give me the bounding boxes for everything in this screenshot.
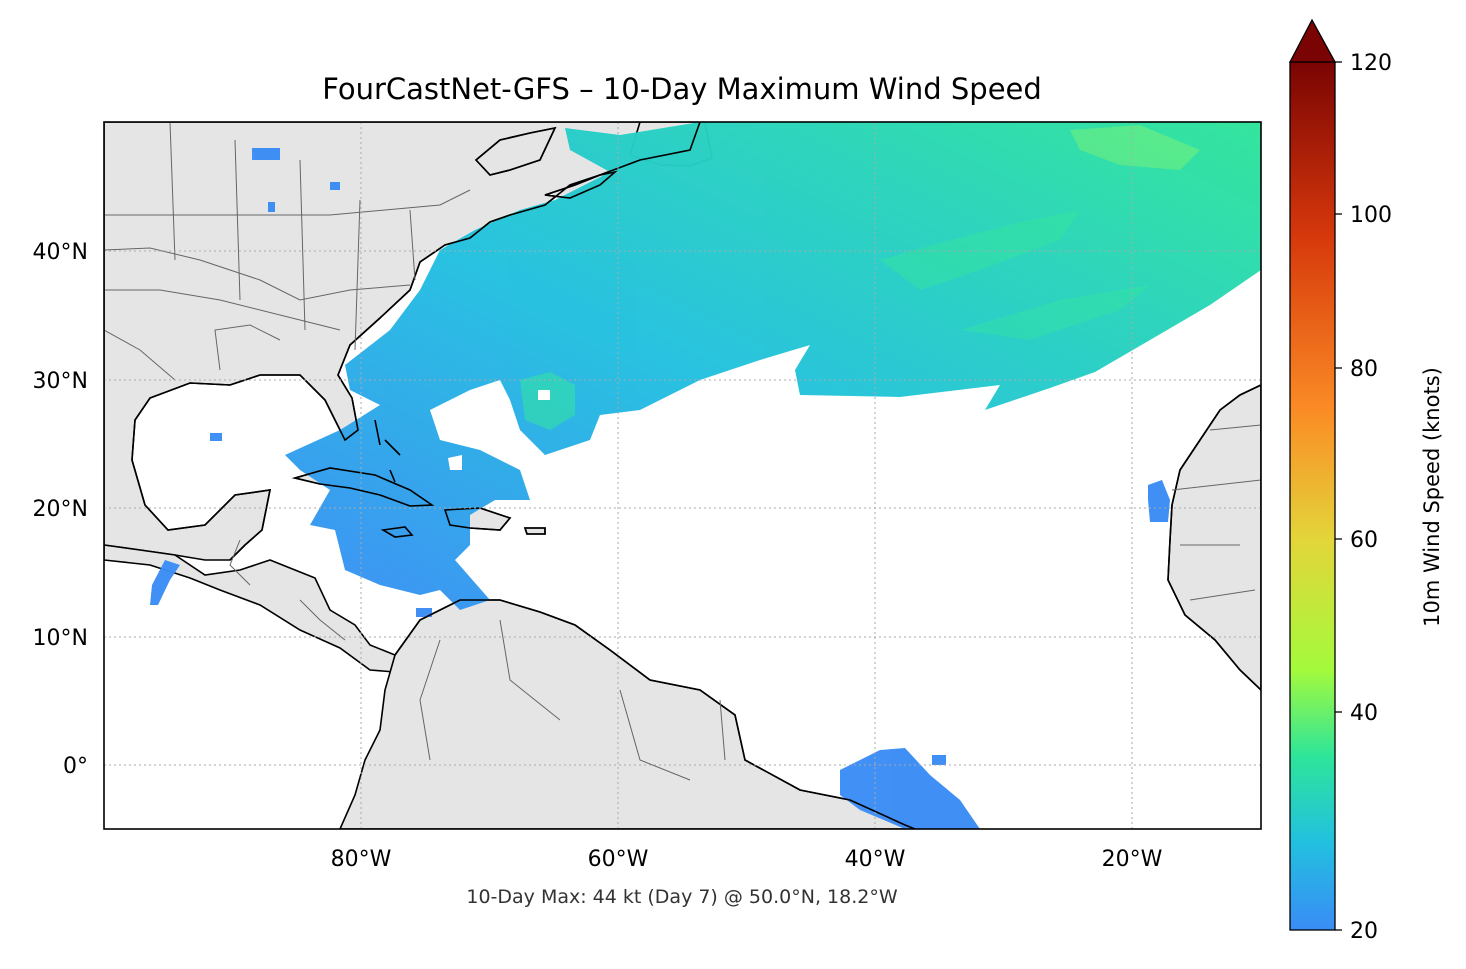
colorbar-tick-60: 60 xyxy=(1350,528,1378,553)
wind-patch-africa xyxy=(1148,480,1170,522)
map-frame xyxy=(103,121,1262,830)
max-wind-annotation: 10-Day Max: 44 kt (Day 7) @ 50.0°N, 18.2… xyxy=(466,886,897,908)
lon-tick-80w: 80°W xyxy=(331,847,392,872)
lat-tick-10n: 10°N xyxy=(33,626,88,651)
lat-tick-0: 0° xyxy=(63,754,88,779)
puerto-rico xyxy=(523,527,546,535)
colorbar-label: 10m Wind Speed (knots) xyxy=(1420,367,1444,627)
lon-tick-40w: 40°W xyxy=(845,847,906,872)
borders xyxy=(104,122,1261,781)
colorbar-tick-20: 20 xyxy=(1350,919,1378,944)
lon-tick-60w: 60°W xyxy=(588,847,649,872)
wind-patch-gulf xyxy=(210,433,222,441)
lat-tick-40n: 40°N xyxy=(33,240,88,265)
wind-hole-1 xyxy=(448,455,462,470)
lat-tick-20n: 20°N xyxy=(33,497,88,522)
colorbar-scale xyxy=(1289,61,1336,931)
colorbar: 20 40 60 80 100 120 10m Wind Speed (knot… xyxy=(1288,18,1444,944)
wind-main-swath xyxy=(285,122,1261,610)
colorbar-tick-100: 100 xyxy=(1350,203,1392,228)
wind-patch-pacific xyxy=(150,560,180,605)
lon-ticks: 80°W 60°W 40°W 20°W xyxy=(331,847,1163,872)
lon-tick-20w: 20°W xyxy=(1102,847,1163,872)
coastlines xyxy=(131,122,1261,829)
map-area xyxy=(104,122,1261,829)
wind-patch-small-4 xyxy=(932,755,946,765)
wind-patch-small-3 xyxy=(416,608,432,617)
lat-tick-30n: 30°N xyxy=(33,369,88,394)
wind-hotspot-northeast xyxy=(1070,125,1200,170)
wind-patch-small-1 xyxy=(330,182,340,190)
wind-field xyxy=(150,122,1261,829)
wind-hotspot-center xyxy=(520,372,575,430)
wind-patch-lake xyxy=(252,148,280,160)
wind-patch-small-2 xyxy=(268,202,275,212)
colorbar-tick-120: 120 xyxy=(1350,51,1392,76)
map-title: FourCastNet-GFS – 10-Day Maximum Wind Sp… xyxy=(322,72,1042,106)
colorbar-tick-80: 80 xyxy=(1350,357,1378,382)
lat-ticks: 40°N 30°N 20°N 10°N 0° xyxy=(33,240,88,779)
wind-streak-2 xyxy=(960,285,1150,340)
colorbar-extend-arrow xyxy=(1288,18,1337,63)
wind-hole-2 xyxy=(538,390,550,400)
colorbar-tick-40: 40 xyxy=(1350,701,1378,726)
wind-streak-1 xyxy=(880,210,1080,290)
